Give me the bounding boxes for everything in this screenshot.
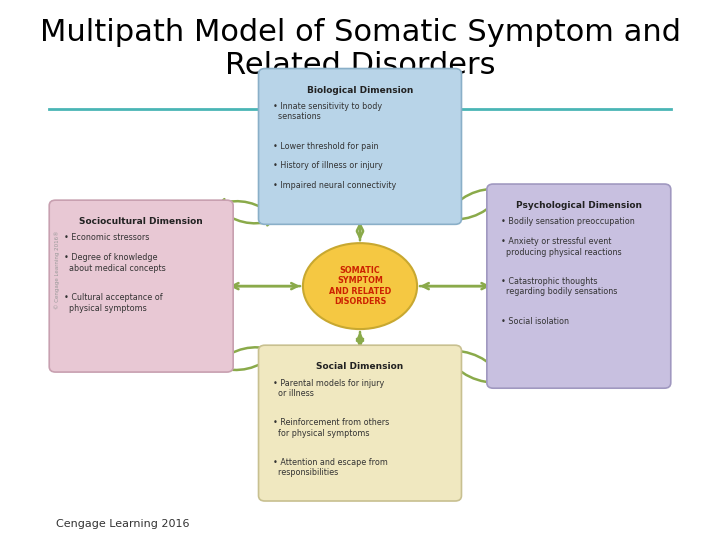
FancyBboxPatch shape (487, 184, 671, 388)
Ellipse shape (303, 243, 417, 329)
Text: • Reinforcement from others
  for physical symptoms: • Reinforcement from others for physical… (273, 418, 390, 438)
FancyBboxPatch shape (258, 345, 462, 501)
Text: • Cultural acceptance of
  physical symptoms: • Cultural acceptance of physical sympto… (64, 293, 163, 313)
Text: • Bodily sensation preoccupation: • Bodily sensation preoccupation (501, 218, 635, 226)
Text: • Catastrophic thoughts
  regarding bodily sensations: • Catastrophic thoughts regarding bodily… (501, 277, 618, 296)
Text: Psychological Dimension: Psychological Dimension (516, 201, 642, 210)
Text: Social Dimension: Social Dimension (316, 362, 404, 372)
Text: Multipath Model of Somatic Symptom and
Related Disorders: Multipath Model of Somatic Symptom and R… (40, 17, 680, 80)
Text: • Anxiety or stressful event
  producing physical reactions: • Anxiety or stressful event producing p… (501, 237, 622, 256)
Text: SOMATIC
SYMPTOM
AND RELATED
DISORDERS: SOMATIC SYMPTOM AND RELATED DISORDERS (329, 266, 391, 306)
Text: • Innate sensitivity to body
  sensations: • Innate sensitivity to body sensations (273, 102, 382, 122)
Text: Biological Dimension: Biological Dimension (307, 86, 413, 94)
Text: • Attention and escape from
  responsibilities: • Attention and escape from responsibili… (273, 458, 388, 477)
Text: • Lower threshold for pain: • Lower threshold for pain (273, 141, 379, 151)
FancyBboxPatch shape (49, 200, 233, 372)
Text: Sociocultural Dimension: Sociocultural Dimension (79, 218, 203, 226)
Text: Cengage Learning 2016: Cengage Learning 2016 (55, 519, 189, 529)
Text: • History of illness or injury: • History of illness or injury (273, 161, 383, 171)
Text: • Parental models for injury
  or illness: • Parental models for injury or illness (273, 379, 384, 398)
Text: • Social isolation: • Social isolation (501, 317, 570, 326)
FancyBboxPatch shape (258, 69, 462, 224)
Text: • Economic stressors: • Economic stressors (64, 233, 149, 242)
Text: • Degree of knowledge
  about medical concepts: • Degree of knowledge about medical conc… (64, 253, 166, 273)
Text: • Impaired neural connectivity: • Impaired neural connectivity (273, 181, 397, 191)
Text: © Cengage Learning 2016®: © Cengage Learning 2016® (54, 231, 60, 309)
